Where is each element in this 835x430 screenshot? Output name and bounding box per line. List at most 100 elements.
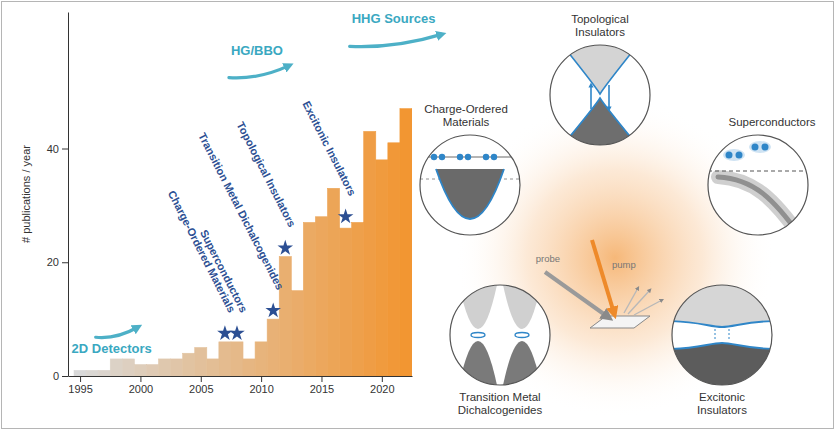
- method-arrow: [350, 34, 442, 46]
- x-tick-mark: [140, 376, 141, 382]
- setup-sketch: probepump: [536, 240, 662, 328]
- event-star: [265, 302, 281, 317]
- event-label: Excitonic Insulators: [300, 99, 358, 198]
- bar: [340, 228, 352, 376]
- charge-dot: [439, 154, 445, 160]
- y-tick-label: 40: [47, 143, 59, 155]
- pump-beam: [592, 240, 614, 313]
- photoelectron: [634, 300, 662, 315]
- spin-arrow: [590, 85, 592, 109]
- material-node: [708, 135, 808, 240]
- x-tick: 1995: [68, 376, 92, 395]
- method-arrow: [96, 327, 138, 337]
- band-blur: [718, 177, 803, 240]
- bar: [207, 359, 219, 376]
- method-label: HHG Sources: [352, 11, 436, 26]
- bar: [315, 217, 327, 376]
- event-star: [338, 209, 354, 224]
- figure: 19952000200520102015202002040# publicati…: [0, 0, 835, 430]
- photoelectron: [624, 288, 638, 313]
- pair-halo: [749, 141, 771, 153]
- x-tick: 2015: [310, 376, 334, 395]
- beam-label: probe: [536, 253, 560, 264]
- bar: [122, 359, 134, 376]
- y-tick: 40: [47, 143, 68, 155]
- y-tick: 0: [53, 370, 68, 382]
- diagram: probepumpTopologicalInsulatorsSupercondu…: [420, 13, 816, 418]
- band: [718, 177, 803, 240]
- charge-dot: [457, 154, 463, 160]
- method-label: HG/BBO: [231, 43, 283, 58]
- material-node: [667, 275, 777, 395]
- material-node: [420, 135, 520, 235]
- charge-dot: [483, 154, 489, 160]
- conduction-band: [667, 275, 777, 327]
- y-tick-mark: [62, 149, 68, 150]
- x-tick: 2005: [189, 376, 213, 395]
- fermi-level: [708, 171, 808, 172]
- material-label: Charge-OrderedMaterials: [424, 103, 508, 128]
- bar: [171, 359, 183, 376]
- upper-valley: [458, 280, 498, 329]
- band-sketch: [420, 154, 520, 219]
- surface-state: [558, 98, 642, 151]
- band-edge: [436, 169, 504, 219]
- methods: 2D Detectors HG/BBO HHG Sources: [72, 11, 442, 356]
- bar: [328, 188, 340, 376]
- bar: [195, 348, 207, 376]
- probe-beam: [545, 272, 608, 317]
- bar: [231, 342, 243, 376]
- bar: [364, 131, 376, 376]
- lower-valley: [458, 341, 498, 390]
- bar: [376, 160, 388, 376]
- figure-border: [2, 2, 834, 429]
- x-tick-mark: [321, 376, 322, 382]
- bar: [400, 109, 412, 376]
- bar: [352, 222, 364, 376]
- material-label: Superconductors: [729, 116, 816, 128]
- x-tick-label: 1995: [68, 383, 92, 395]
- bar: [146, 365, 158, 376]
- valence-band: [667, 343, 777, 395]
- band-sketch: [458, 280, 542, 390]
- x-tick-label: 2000: [129, 383, 153, 395]
- lower-cone: [554, 98, 646, 155]
- bar: [159, 359, 171, 376]
- electron: [726, 152, 733, 159]
- charge-dot: [465, 154, 471, 160]
- x-tick: 2000: [129, 376, 153, 395]
- material-label: ExcitonicInsulators: [697, 391, 747, 416]
- event-star: [217, 325, 233, 340]
- node-outline: [550, 45, 650, 145]
- event-label: Charge-Ordered Materials: [166, 188, 238, 314]
- bar: [98, 370, 110, 376]
- material-node: [450, 280, 550, 390]
- band-edge: [667, 321, 777, 327]
- event-label: Superconductors: [198, 228, 250, 315]
- band-edge: [667, 343, 777, 349]
- node-outline: [672, 285, 772, 385]
- band-sketch: [667, 275, 777, 395]
- bar: [243, 359, 255, 376]
- electron: [736, 152, 743, 159]
- bar: [267, 319, 279, 376]
- node-background: [420, 135, 520, 235]
- bar: [291, 291, 303, 376]
- y-tick-mark: [62, 376, 68, 377]
- band-sketch: [708, 141, 808, 240]
- x-tick-mark: [261, 376, 262, 382]
- bar: [134, 365, 146, 376]
- node-outline: [420, 135, 520, 235]
- y-tick-mark: [62, 262, 68, 263]
- y-axis-title: # publications / year: [20, 145, 32, 243]
- event-label: Transition Metal Dichalcogenides: [196, 131, 286, 292]
- bar: [303, 222, 315, 376]
- lower-valley: [502, 341, 542, 390]
- spin-arrow: [608, 85, 610, 109]
- method-label: 2D Detectors: [72, 341, 152, 356]
- bar: [219, 342, 231, 376]
- event-star: [229, 325, 245, 340]
- chart: 19952000200520102015202002040# publicati…: [20, 11, 441, 394]
- x-tick-mark: [80, 376, 81, 382]
- y-tick-label: 0: [53, 370, 59, 382]
